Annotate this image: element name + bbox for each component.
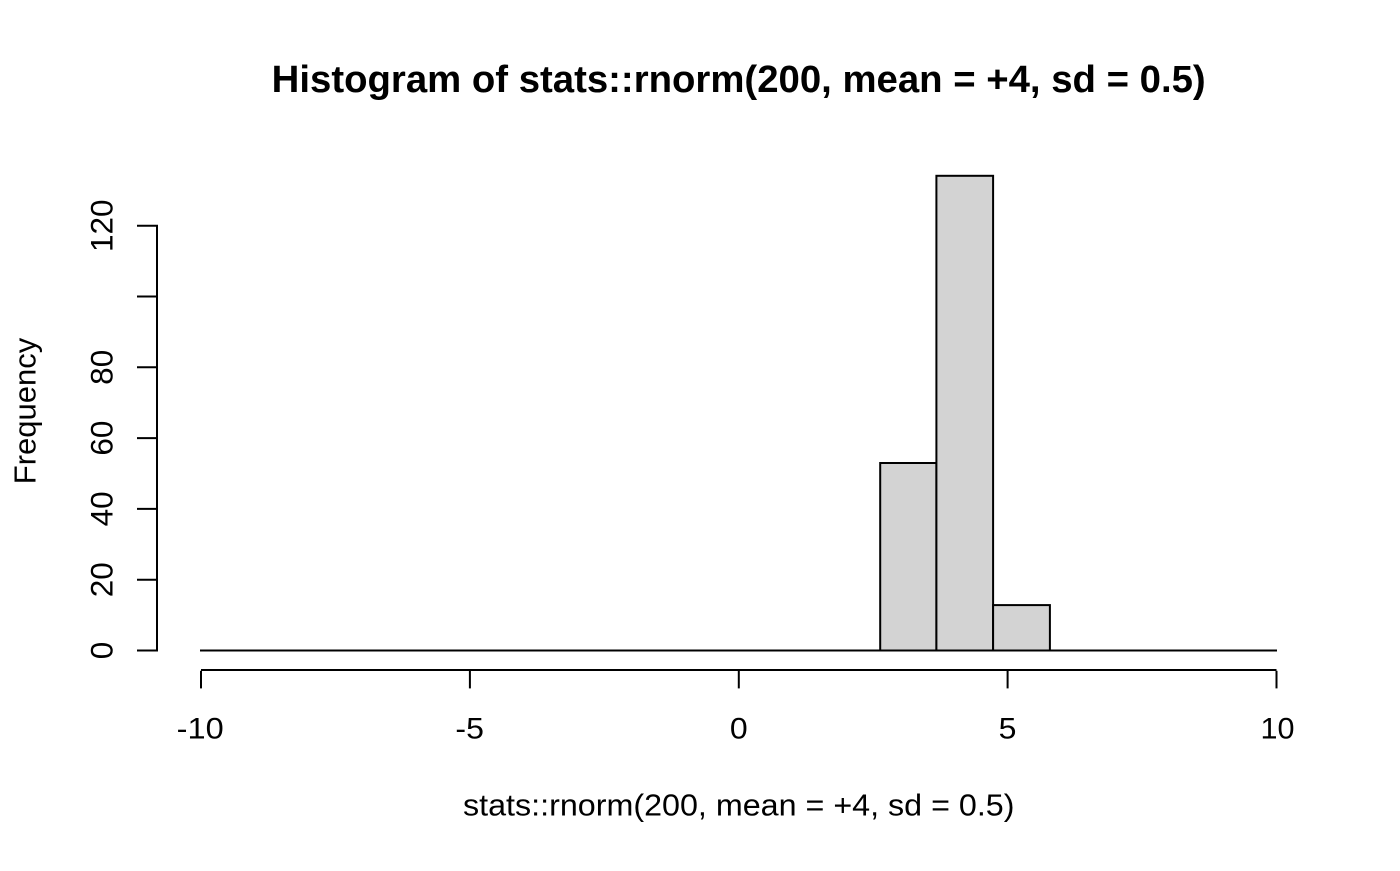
svg-text:-10: -10	[177, 713, 224, 746]
svg-text:20: 20	[83, 562, 119, 597]
svg-text:80: 80	[83, 350, 119, 385]
svg-text:-5: -5	[455, 713, 484, 746]
svg-text:0: 0	[83, 642, 119, 660]
svg-text:40: 40	[83, 491, 119, 526]
svg-text:10: 10	[1261, 713, 1295, 746]
svg-text:Frequency: Frequency	[8, 337, 43, 484]
svg-text:120: 120	[83, 199, 119, 252]
svg-text:Histogram of stats::rnorm(200,: Histogram of stats::rnorm(200, mean = +4…	[272, 59, 1206, 101]
svg-text:60: 60	[83, 421, 119, 456]
svg-text:5: 5	[999, 713, 1017, 746]
svg-text:0: 0	[730, 713, 748, 746]
svg-text:stats::rnorm(200, mean = +4, s: stats::rnorm(200, mean = +4, sd = 0.5)	[463, 787, 1015, 822]
